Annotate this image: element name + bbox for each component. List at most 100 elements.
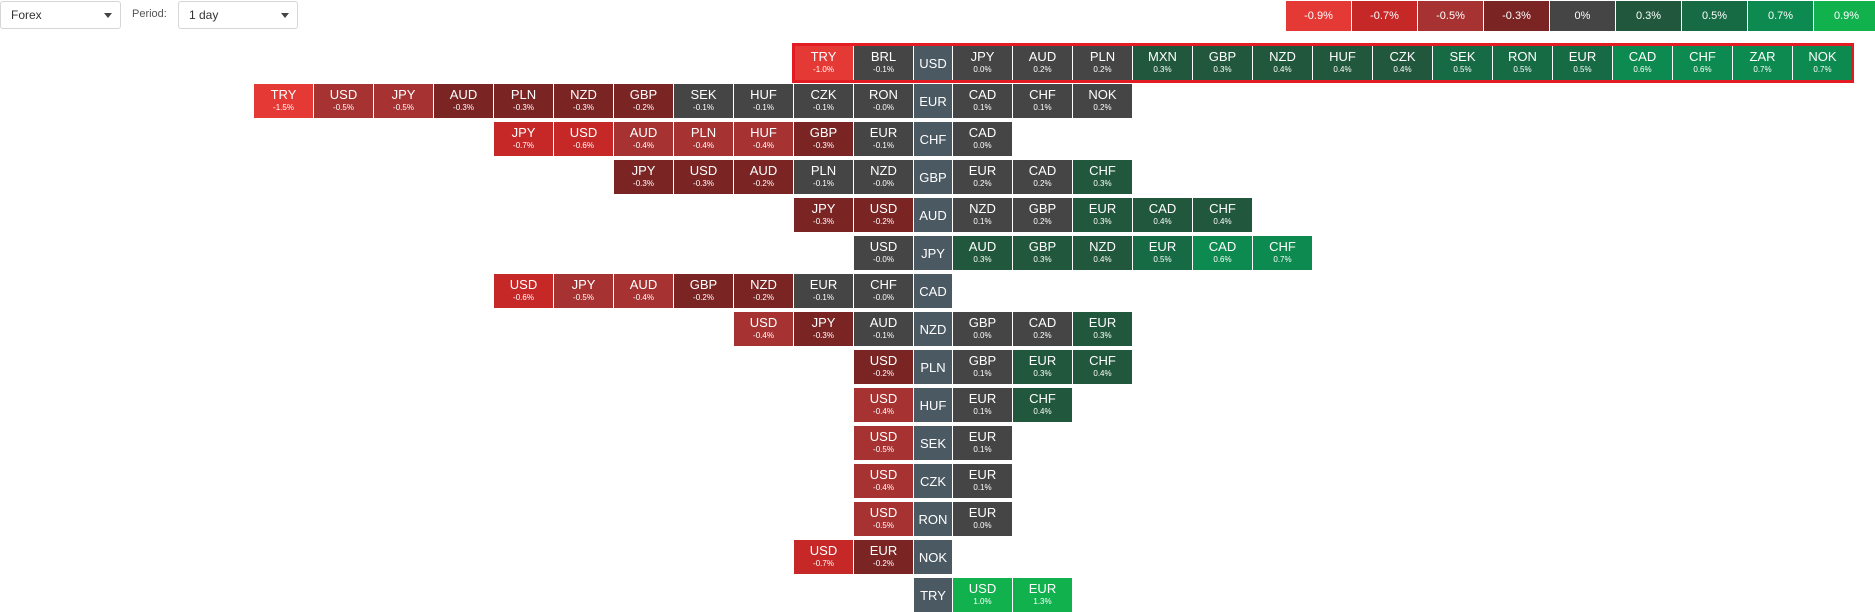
pair-cell-cad-jpy[interactable]: JPY -0.5% [554,274,613,308]
pair-cell-jpy-gbp[interactable]: GBP 0.3% [1013,236,1072,270]
pair-cell-sek-usd[interactable]: USD -0.5% [854,426,913,460]
pair-cell-chf-jpy[interactable]: JPY -0.7% [494,122,553,156]
pair-cell-usd-pln[interactable]: PLN 0.2% [1073,46,1132,80]
pair-cell-usd-zar[interactable]: ZAR 0.7% [1733,46,1792,80]
base-currency-jpy[interactable]: JPY [914,236,952,270]
pair-cell-eur-jpy[interactable]: JPY -0.5% [374,84,433,118]
pair-cell-aud-gbp[interactable]: GBP 0.2% [1013,198,1072,232]
pair-cell-huf-chf[interactable]: CHF 0.4% [1013,388,1072,422]
pair-cell-jpy-eur[interactable]: EUR 0.5% [1133,236,1192,270]
base-currency-czk[interactable]: CZK [914,464,952,498]
pair-cell-usd-chf[interactable]: CHF 0.6% [1673,46,1732,80]
pair-cell-nzd-eur[interactable]: EUR 0.3% [1073,312,1132,346]
pair-cell-usd-gbp[interactable]: GBP 0.3% [1193,46,1252,80]
pair-cell-cad-gbp[interactable]: GBP -0.2% [674,274,733,308]
pair-cell-chf-aud[interactable]: AUD -0.4% [614,122,673,156]
pair-cell-chf-eur[interactable]: EUR -0.1% [854,122,913,156]
pair-cell-gbp-aud[interactable]: AUD -0.2% [734,160,793,194]
pair-cell-try-eur[interactable]: EUR 1.3% [1013,578,1072,612]
pair-cell-eur-usd[interactable]: USD -0.5% [314,84,373,118]
pair-cell-usd-nok[interactable]: NOK 0.7% [1793,46,1852,80]
pair-cell-aud-nzd[interactable]: NZD 0.1% [953,198,1012,232]
pair-cell-nok-usd[interactable]: USD -0.7% [794,540,853,574]
pair-cell-jpy-usd[interactable]: USD -0.0% [854,236,913,270]
pair-cell-chf-usd[interactable]: USD -0.6% [554,122,613,156]
pair-cell-pln-gbp[interactable]: GBP 0.1% [953,350,1012,384]
pair-cell-eur-nok[interactable]: NOK 0.2% [1073,84,1132,118]
base-currency-huf[interactable]: HUF [914,388,952,422]
pair-cell-usd-huf[interactable]: HUF 0.4% [1313,46,1372,80]
pair-cell-nzd-aud[interactable]: AUD -0.1% [854,312,913,346]
pair-cell-gbp-nzd[interactable]: NZD -0.0% [854,160,913,194]
pair-cell-usd-sek[interactable]: SEK 0.5% [1433,46,1492,80]
base-currency-aud[interactable]: AUD [914,198,952,232]
base-currency-nzd[interactable]: NZD [914,312,952,346]
pair-cell-cad-eur[interactable]: EUR -0.1% [794,274,853,308]
base-currency-gbp[interactable]: GBP [914,160,952,194]
pair-cell-jpy-aud[interactable]: AUD 0.3% [953,236,1012,270]
pair-cell-eur-czk[interactable]: CZK -0.1% [794,84,853,118]
base-currency-chf[interactable]: CHF [914,122,952,156]
pair-cell-eur-pln[interactable]: PLN -0.3% [494,84,553,118]
pair-cell-eur-aud[interactable]: AUD -0.3% [434,84,493,118]
pair-cell-pln-usd[interactable]: USD -0.2% [854,350,913,384]
pair-cell-cad-aud[interactable]: AUD -0.4% [614,274,673,308]
pair-cell-eur-nzd[interactable]: NZD -0.3% [554,84,613,118]
period-select[interactable]: 1 day [178,1,298,29]
pair-cell-gbp-chf[interactable]: CHF 0.3% [1073,160,1132,194]
pair-cell-aud-jpy[interactable]: JPY -0.3% [794,198,853,232]
pair-cell-nzd-jpy[interactable]: JPY -0.3% [794,312,853,346]
base-currency-nok[interactable]: NOK [914,540,952,574]
pair-cell-usd-czk[interactable]: CZK 0.4% [1373,46,1432,80]
base-currency-pln[interactable]: PLN [914,350,952,384]
pair-cell-gbp-usd[interactable]: USD -0.3% [674,160,733,194]
base-currency-sek[interactable]: SEK [914,426,952,460]
pair-cell-jpy-nzd[interactable]: NZD 0.4% [1073,236,1132,270]
pair-cell-nzd-usd[interactable]: USD -0.4% [734,312,793,346]
pair-cell-eur-try[interactable]: TRY -1.5% [254,84,313,118]
pair-cell-eur-chf[interactable]: CHF 0.1% [1013,84,1072,118]
base-currency-try[interactable]: TRY [914,578,952,612]
pair-cell-czk-usd[interactable]: USD -0.4% [854,464,913,498]
pair-cell-usd-ron[interactable]: RON 0.5% [1493,46,1552,80]
pair-cell-usd-jpy[interactable]: JPY 0.0% [953,46,1012,80]
pair-cell-ron-usd[interactable]: USD -0.5% [854,502,913,536]
pair-cell-aud-cad[interactable]: CAD 0.4% [1133,198,1192,232]
pair-cell-sek-eur[interactable]: EUR 0.1% [953,426,1012,460]
pair-cell-chf-cad[interactable]: CAD 0.0% [953,122,1012,156]
base-currency-eur[interactable]: EUR [914,84,952,118]
pair-cell-gbp-pln[interactable]: PLN -0.1% [794,160,853,194]
base-currency-cad[interactable]: CAD [914,274,952,308]
pair-cell-nzd-gbp[interactable]: GBP 0.0% [953,312,1012,346]
pair-cell-aud-eur[interactable]: EUR 0.3% [1073,198,1132,232]
pair-cell-chf-gbp[interactable]: GBP -0.3% [794,122,853,156]
pair-cell-usd-eur[interactable]: EUR 0.5% [1553,46,1612,80]
pair-cell-usd-cad[interactable]: CAD 0.6% [1613,46,1672,80]
pair-cell-aud-usd[interactable]: USD -0.2% [854,198,913,232]
pair-cell-eur-gbp[interactable]: GBP -0.2% [614,84,673,118]
base-currency-usd[interactable]: USD [914,46,952,80]
pair-cell-try-usd[interactable]: USD 1.0% [953,578,1012,612]
pair-cell-gbp-eur[interactable]: EUR 0.2% [953,160,1012,194]
pair-cell-cad-chf[interactable]: CHF -0.0% [854,274,913,308]
pair-cell-usd-nzd[interactable]: NZD 0.4% [1253,46,1312,80]
pair-cell-usd-mxn[interactable]: MXN 0.3% [1133,46,1192,80]
pair-cell-pln-chf[interactable]: CHF 0.4% [1073,350,1132,384]
pair-cell-usd-brl[interactable]: BRL -0.1% [854,46,913,80]
base-currency-ron[interactable]: RON [914,502,952,536]
pair-cell-usd-aud[interactable]: AUD 0.2% [1013,46,1072,80]
pair-cell-ron-eur[interactable]: EUR 0.0% [953,502,1012,536]
pair-cell-huf-usd[interactable]: USD -0.4% [854,388,913,422]
pair-cell-gbp-jpy[interactable]: JPY -0.3% [614,160,673,194]
pair-cell-eur-huf[interactable]: HUF -0.1% [734,84,793,118]
pair-cell-czk-eur[interactable]: EUR 0.1% [953,464,1012,498]
pair-cell-chf-huf[interactable]: HUF -0.4% [734,122,793,156]
pair-cell-jpy-cad[interactable]: CAD 0.6% [1193,236,1252,270]
pair-cell-jpy-chf[interactable]: CHF 0.7% [1253,236,1312,270]
pair-cell-eur-sek[interactable]: SEK -0.1% [674,84,733,118]
pair-cell-usd-try[interactable]: TRY -1.0% [794,46,853,80]
pair-cell-nok-eur[interactable]: EUR -0.2% [854,540,913,574]
pair-cell-eur-ron[interactable]: RON -0.0% [854,84,913,118]
pair-cell-aud-chf[interactable]: CHF 0.4% [1193,198,1252,232]
market-select[interactable]: Forex [0,1,121,29]
